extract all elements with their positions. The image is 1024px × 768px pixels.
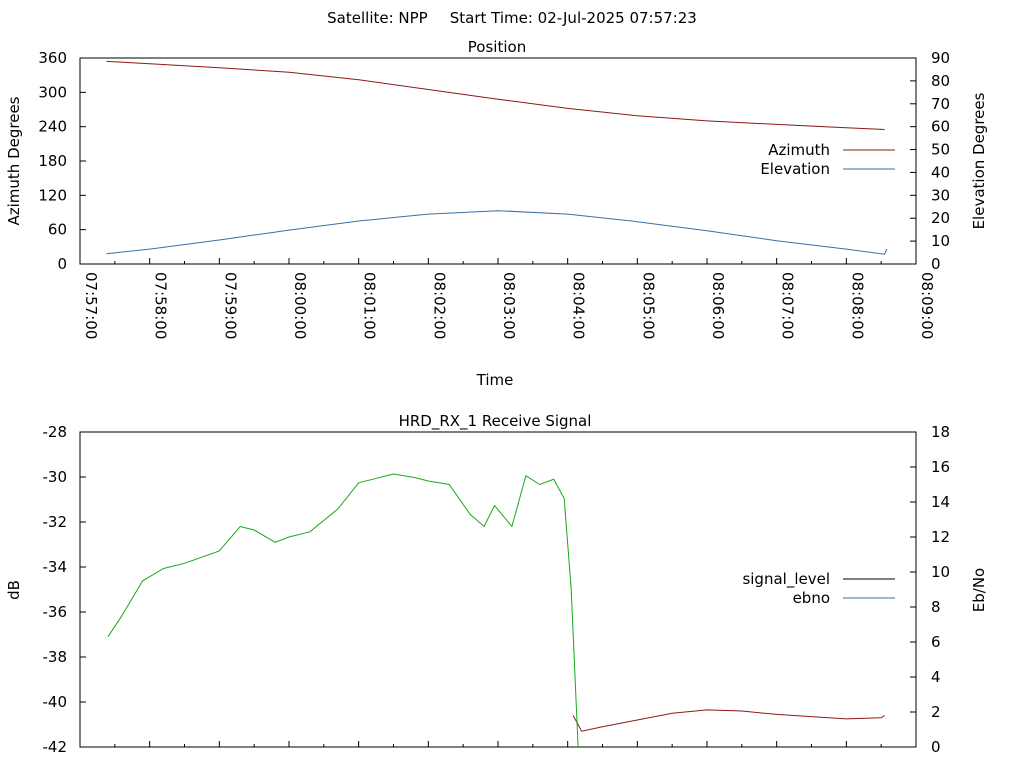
y2-tick-label: 0 bbox=[931, 738, 941, 756]
x-tick-label: 08:02:00 bbox=[430, 272, 448, 339]
y2-tick-label: 18 bbox=[931, 423, 950, 441]
position-chart-title: Position bbox=[468, 38, 526, 56]
x-tick-label: 08:00:00 bbox=[291, 272, 309, 339]
y2-tick-label: 60 bbox=[931, 118, 950, 136]
y2-tick-label: 6 bbox=[931, 633, 941, 651]
ebno-axis-label: Eb/No bbox=[970, 568, 988, 612]
y-tick-label: 0 bbox=[57, 255, 67, 273]
legend-label: signal_level bbox=[742, 570, 830, 589]
y2-tick-label: 20 bbox=[931, 209, 950, 227]
y2-tick-label: 4 bbox=[931, 668, 941, 686]
y2-tick-label: 12 bbox=[931, 528, 950, 546]
x-tick-label: 08:01:00 bbox=[361, 272, 379, 339]
position-chart: Position Azimuth Degrees Elevation Degre… bbox=[5, 38, 988, 389]
y-tick-label: -40 bbox=[43, 693, 68, 711]
y-tick-label: 240 bbox=[38, 118, 67, 136]
elevation-axis-label: Elevation Degrees bbox=[970, 92, 988, 229]
satellite-label: Satellite: NPP bbox=[327, 9, 428, 27]
x-tick-label: 07:59:00 bbox=[221, 272, 239, 339]
x-tick-label: 07:57:00 bbox=[82, 272, 100, 339]
receive-signal-chart-title: HRD_RX_1 Receive Signal bbox=[399, 412, 592, 431]
y-tick-label: 300 bbox=[38, 83, 67, 101]
azimuth-series-line bbox=[106, 60, 885, 130]
y2-tick-label: 10 bbox=[931, 563, 950, 581]
y2-tick-label: 14 bbox=[931, 493, 950, 511]
x-tick-label: 08:09:00 bbox=[918, 272, 936, 339]
x-tick-label: 07:58:00 bbox=[152, 272, 170, 339]
start-time-label: Start Time: 02-Jul-2025 07:57:23 bbox=[450, 9, 697, 27]
figure-header: Satellite: NPP Start Time: 02-Jul-2025 07… bbox=[327, 9, 697, 27]
y-tick-label: -38 bbox=[43, 648, 68, 666]
y-tick-label: -34 bbox=[43, 558, 68, 576]
x-tick-label: 08:03:00 bbox=[500, 272, 518, 339]
y2-tick-label: 90 bbox=[931, 49, 950, 67]
y-tick-label: 120 bbox=[38, 186, 67, 204]
x-tick-label: 08:06:00 bbox=[709, 272, 727, 339]
time-axis-label: Time bbox=[476, 371, 514, 389]
y2-tick-label: 30 bbox=[931, 186, 950, 204]
y-tick-label: -36 bbox=[43, 603, 68, 621]
y2-tick-label: 2 bbox=[931, 703, 941, 721]
x-tick-label: 08:07:00 bbox=[779, 272, 797, 339]
y2-tick-label: 70 bbox=[931, 95, 950, 113]
y2-tick-label: 80 bbox=[931, 72, 950, 90]
y2-tick-label: 16 bbox=[931, 458, 950, 476]
ebno-series-line bbox=[107, 473, 579, 748]
signal-level-series-line bbox=[572, 709, 885, 732]
y-tick-label: 360 bbox=[38, 49, 67, 67]
db-axis-label: dB bbox=[5, 580, 23, 600]
y-tick-label: 60 bbox=[48, 221, 67, 239]
y-tick-label: -30 bbox=[43, 468, 68, 486]
receive-signal-chart: HRD_RX_1 Receive Signal dB Eb/No -42 -40 -… bbox=[5, 412, 988, 756]
y2-tick-label: 40 bbox=[931, 163, 950, 181]
legend-label: ebno bbox=[793, 589, 830, 607]
y-tick-label: -28 bbox=[43, 423, 68, 441]
plot-frame bbox=[79, 431, 917, 748]
legend-label: Elevation bbox=[760, 160, 830, 178]
x-tick-label: 08:05:00 bbox=[639, 272, 657, 339]
y-tick-label: -32 bbox=[43, 513, 68, 531]
azimuth-axis-label: Azimuth Degrees bbox=[5, 96, 23, 225]
x-tick-label: 08:04:00 bbox=[570, 272, 588, 339]
y2-tick-label: 8 bbox=[931, 598, 941, 616]
y2-tick-label: 50 bbox=[931, 141, 950, 159]
y-tick-label: -42 bbox=[43, 738, 68, 756]
x-tick-label: 08:08:00 bbox=[848, 272, 866, 339]
y-tick-label: 180 bbox=[38, 152, 67, 170]
elevation-series-line bbox=[106, 210, 888, 255]
legend-label: Azimuth bbox=[768, 141, 830, 159]
y2-tick-label: 0 bbox=[931, 255, 941, 273]
y2-tick-label: 10 bbox=[931, 232, 950, 250]
